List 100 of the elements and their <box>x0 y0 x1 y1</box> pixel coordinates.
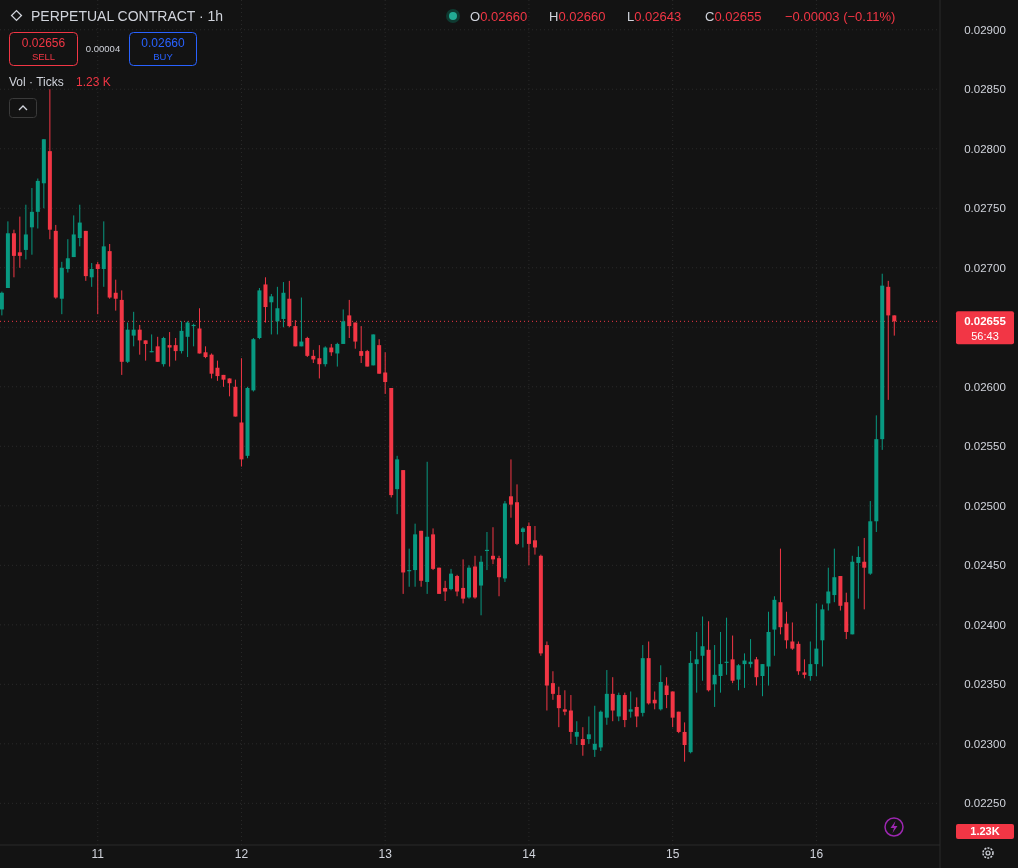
candlestick <box>455 574 460 597</box>
candlestick <box>562 689 567 716</box>
y-tick-label: 0.02250 <box>964 797 1006 810</box>
candlestick <box>532 525 537 556</box>
candlestick <box>479 555 484 616</box>
candlestick <box>760 663 765 697</box>
candlestick <box>23 204 28 260</box>
candlestick <box>101 220 106 288</box>
y-tick-label: 0.02500 <box>964 499 1006 512</box>
candlestick <box>185 320 190 358</box>
candlestick <box>856 545 861 600</box>
annotation: BUY <box>153 51 174 62</box>
x-tick-label: 11 <box>91 847 105 861</box>
candlestick <box>89 262 94 288</box>
candlestick <box>461 558 466 604</box>
annotation: 0.02656 <box>21 36 66 50</box>
x-tick-label: 16 <box>809 847 824 861</box>
annotation: 0.02660 <box>141 36 186 50</box>
y-tick-label: 0.02900 <box>964 23 1006 36</box>
candlestick <box>131 311 136 347</box>
candlestick <box>17 216 22 269</box>
candlestick <box>616 692 621 722</box>
annotation: C0.02655 <box>705 9 762 24</box>
candlestick <box>712 644 717 708</box>
annotation: H0.02660 <box>549 9 606 24</box>
candlestick <box>592 705 597 758</box>
text: 1.23K <box>970 825 1000 838</box>
candlestick <box>335 342 340 368</box>
candlestick <box>520 526 525 548</box>
candlestick <box>718 631 723 694</box>
candlestick <box>790 621 795 651</box>
candlestick <box>29 187 34 256</box>
candlestick <box>862 537 867 610</box>
candlestick <box>802 658 807 679</box>
x-tick-label: 12 <box>234 847 249 861</box>
candlestick <box>305 336 310 358</box>
candlestick <box>65 238 70 274</box>
candlestick <box>0 291 4 316</box>
candlestick <box>784 611 789 650</box>
candlestick <box>155 336 160 363</box>
candlestick <box>682 721 687 763</box>
x-tick-label: 13 <box>378 847 393 861</box>
candlestick <box>11 229 16 278</box>
x-tick-label: 14 <box>522 847 536 861</box>
candlestick <box>556 686 561 728</box>
candlestick <box>71 214 76 258</box>
candlestick <box>143 339 148 362</box>
y-tick-label: 0.02850 <box>964 83 1006 96</box>
ref-line-label: 0.02655 <box>964 315 1007 328</box>
candlestick <box>323 345 328 368</box>
y-tick-label: 0.02750 <box>964 202 1006 215</box>
candlestick <box>814 602 819 677</box>
candlestick <box>568 694 573 745</box>
candlestick <box>730 635 735 684</box>
candlestick <box>359 325 364 364</box>
candlestick <box>275 286 280 335</box>
candlestick <box>664 676 669 709</box>
candlestick <box>113 279 118 312</box>
candlestick <box>317 344 322 379</box>
candlestick <box>508 458 513 519</box>
text: 56:43 <box>971 330 999 343</box>
candlestick <box>77 204 82 247</box>
candlestick <box>550 670 555 701</box>
candlestick <box>137 324 142 356</box>
candlestick <box>808 640 813 682</box>
candlestick <box>694 631 699 694</box>
candlestick <box>167 331 172 368</box>
candlestick <box>497 555 502 597</box>
y-tick-label: 0.02300 <box>964 737 1006 750</box>
candlestick <box>634 696 639 728</box>
x-tick-label: 15 <box>665 847 680 861</box>
candlestick <box>604 669 609 726</box>
candlestick <box>574 720 579 746</box>
annotation: 1.23 K <box>76 75 111 89</box>
y-tick-label: 0.02450 <box>964 559 1006 572</box>
y-tick-label: 0.02700 <box>964 261 1006 274</box>
y-tick-label: 0.02550 <box>964 440 1006 453</box>
annotation: −0.00003 (−0.11%) <box>785 9 896 24</box>
candlestick <box>443 580 448 602</box>
candlestick <box>179 320 184 354</box>
annotation: Vol · Ticks <box>9 75 64 89</box>
candlestick <box>832 548 837 603</box>
candlestick <box>173 337 178 362</box>
annotation: 0.00004 <box>85 43 121 54</box>
candlestick <box>341 308 346 345</box>
candlestick <box>269 293 274 335</box>
y-tick-label: 0.02350 <box>964 678 1006 691</box>
candlestick <box>700 615 705 682</box>
annotation: O0.02660 <box>470 9 528 24</box>
candlestick <box>610 676 615 722</box>
candlestick <box>586 715 591 745</box>
candlestick <box>95 261 100 315</box>
annotation: SELL <box>31 51 56 62</box>
y-tick-label: 0.02600 <box>964 380 1006 393</box>
candlestick <box>383 351 388 395</box>
candlestick <box>628 690 633 719</box>
candlestick <box>449 568 454 591</box>
y-tick-label: 0.02800 <box>964 142 1006 155</box>
text: PERPETUAL CONTRACT · 1h <box>31 8 224 24</box>
candlestick <box>736 663 741 691</box>
